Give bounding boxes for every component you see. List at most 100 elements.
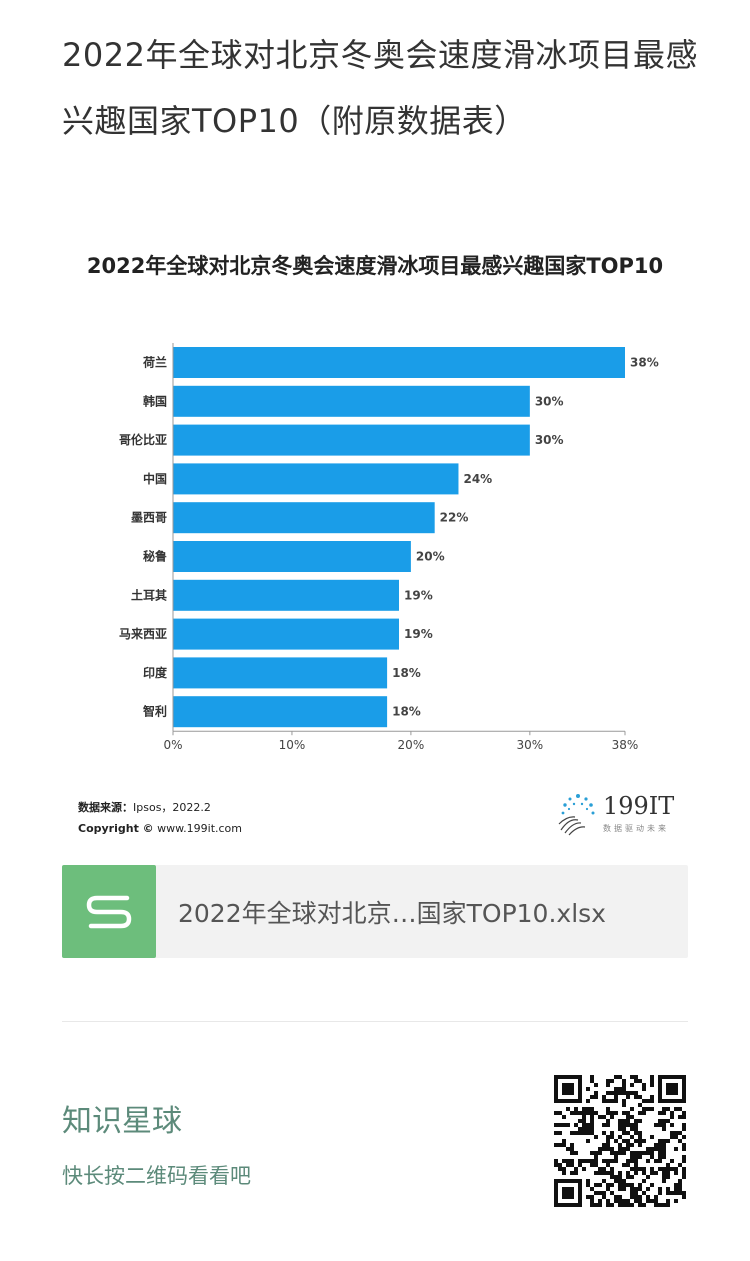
qr-module [570, 1147, 574, 1151]
qr-module [666, 1163, 670, 1167]
qr-module [562, 1167, 566, 1171]
qr-module [590, 1095, 594, 1099]
qr-module [594, 1095, 598, 1099]
qr-module [610, 1203, 614, 1207]
qr-module [622, 1099, 626, 1103]
qr-module [602, 1099, 606, 1103]
qr-module [610, 1167, 614, 1171]
qr-module [678, 1183, 682, 1187]
199it-logo: 199IT 数据驱动未来 [555, 790, 695, 838]
qr-module [638, 1119, 642, 1123]
qr-module [598, 1147, 602, 1151]
qr-module [650, 1155, 654, 1159]
qr-module [630, 1107, 634, 1111]
qr-module [574, 1151, 578, 1155]
qr-module [582, 1115, 586, 1119]
qr-module [658, 1155, 662, 1159]
qr-module [586, 1179, 590, 1183]
qr-module [630, 1091, 634, 1095]
qr-code[interactable] [554, 1075, 686, 1207]
bar [173, 502, 435, 534]
qr-module [622, 1131, 626, 1135]
divider [62, 1021, 688, 1022]
qr-module [574, 1123, 578, 1127]
qr-module [626, 1203, 630, 1207]
qr-module [622, 1151, 626, 1155]
qr-module [662, 1151, 666, 1155]
qr-module [618, 1171, 622, 1175]
qr-module [578, 1163, 582, 1167]
qr-module [610, 1183, 614, 1187]
qr-module [658, 1123, 662, 1127]
qr-module [606, 1199, 610, 1203]
qr-module [594, 1191, 598, 1195]
qr-module [614, 1139, 618, 1143]
qr-module [574, 1167, 578, 1171]
qr-module [638, 1199, 642, 1203]
qr-module [610, 1171, 614, 1175]
qr-module [642, 1171, 646, 1175]
qr-module [586, 1183, 590, 1187]
qr-module [578, 1127, 582, 1131]
bar [173, 579, 399, 611]
qr-module [566, 1107, 570, 1111]
qr-module [594, 1111, 598, 1115]
qr-module [662, 1155, 666, 1159]
qr-module [626, 1111, 630, 1115]
qr-module [622, 1119, 626, 1123]
qr-module [602, 1167, 606, 1171]
qr-module [558, 1143, 562, 1147]
qr-module [614, 1091, 618, 1095]
qr-module [566, 1163, 570, 1167]
qr-module [622, 1179, 626, 1183]
qr-module [590, 1127, 594, 1131]
category-label: 哥伦比亚 [119, 432, 167, 447]
qr-module [654, 1147, 658, 1151]
qr-module [682, 1115, 686, 1119]
qr-module [626, 1119, 630, 1123]
qr-module [606, 1139, 610, 1143]
qr-module [650, 1083, 654, 1087]
bar [173, 618, 399, 650]
file-name[interactable]: 2022年全球对北京…国家TOP10.xlsx [178, 898, 606, 928]
qr-module [630, 1187, 634, 1191]
qr-module [650, 1075, 654, 1079]
qr-module [634, 1171, 638, 1175]
logo-burst-icon [558, 794, 595, 836]
qr-module [626, 1115, 630, 1119]
qr-module [650, 1199, 654, 1203]
qr-module [674, 1167, 678, 1171]
bar [173, 385, 530, 417]
qr-module [618, 1127, 622, 1131]
qr-module [598, 1199, 602, 1203]
qr-module [638, 1151, 642, 1155]
qr-module [670, 1131, 674, 1135]
qr-module [642, 1107, 646, 1111]
qr-module [574, 1171, 578, 1175]
file-attachment-card[interactable]: 2022年全球对北京…国家TOP10.xlsx [62, 865, 688, 958]
qr-module [622, 1203, 626, 1207]
value-label: 22% [440, 511, 469, 525]
qr-module [638, 1195, 642, 1199]
qr-module [594, 1091, 598, 1095]
category-label: 荷兰 [142, 355, 167, 370]
qr-module [658, 1167, 662, 1171]
qr-module [650, 1079, 654, 1083]
qr-module [662, 1111, 666, 1115]
qr-module [642, 1191, 646, 1195]
qr-module [646, 1147, 650, 1151]
qr-module [662, 1123, 666, 1127]
qr-module [618, 1199, 622, 1203]
qr-module [606, 1183, 610, 1187]
category-label: 印度 [143, 665, 168, 680]
qr-module [630, 1143, 634, 1147]
qr-module [626, 1139, 630, 1143]
qr-module [570, 1111, 574, 1115]
qr-module [582, 1131, 586, 1135]
category-label: 韩国 [143, 393, 167, 408]
qr-module [646, 1159, 650, 1163]
qr-module [674, 1187, 678, 1191]
qr-module [650, 1135, 654, 1139]
qr-module [634, 1139, 638, 1143]
qr-module [610, 1115, 614, 1119]
